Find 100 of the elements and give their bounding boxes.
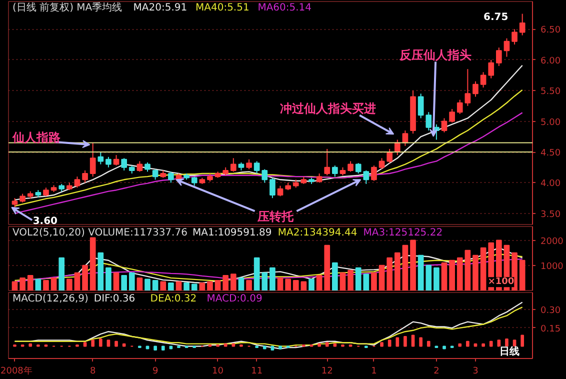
- candlestick: [480, 72, 486, 88]
- candlestick: [246, 158, 252, 170]
- bar: [50, 277, 57, 290]
- text: DEA:0.32: [150, 294, 197, 304]
- bar: [199, 282, 206, 290]
- bar: [82, 264, 88, 290]
- candlestick: [230, 158, 236, 172]
- text: MA3:125125.22: [363, 228, 443, 238]
- candlestick: [472, 80, 478, 98]
- x-tick-label: 9: [152, 366, 158, 376]
- candlestick: [82, 170, 88, 184]
- x-tick-label: 8: [90, 366, 96, 376]
- bar: [12, 281, 18, 290]
- bar: [224, 343, 228, 347]
- bar: [480, 247, 486, 290]
- bar: [160, 281, 166, 290]
- bar: [300, 281, 307, 290]
- annotation: 冲过仙人指头买进: [280, 102, 376, 116]
- bar: [35, 278, 42, 290]
- bar: [441, 262, 448, 290]
- candlestick: [121, 158, 127, 171]
- bar: [106, 340, 110, 347]
- y-tick-label: 3.50: [540, 210, 561, 220]
- candlestick: [152, 168, 158, 180]
- bar: [386, 257, 393, 290]
- bar: [277, 277, 284, 290]
- bar: [214, 280, 221, 290]
- bar: [388, 340, 392, 347]
- bar: [136, 277, 143, 290]
- x-tick-label: 11: [251, 366, 263, 376]
- text: MA20:5.91: [133, 2, 188, 14]
- y-tick-label: 0.15: [540, 324, 561, 334]
- bar: [191, 284, 198, 290]
- chart-title: MACD(12,26,9): [12, 294, 89, 304]
- bar: [83, 342, 87, 347]
- candlestick: [324, 148, 330, 176]
- bar: [458, 343, 462, 347]
- y-tick-label: 5.50: [540, 87, 561, 98]
- bar: [316, 274, 322, 290]
- bar: [144, 278, 150, 290]
- x-tick-label: 10: [212, 366, 224, 376]
- candlestick: [496, 47, 502, 67]
- bar: [232, 343, 236, 347]
- candlestick: [168, 171, 174, 184]
- candlestick: [191, 176, 198, 186]
- bar: [122, 343, 126, 347]
- bar: [98, 252, 104, 290]
- text: MA1:109591.89: [192, 228, 272, 238]
- bar: [27, 274, 34, 290]
- bar: [270, 346, 274, 350]
- bar: [154, 346, 157, 350]
- bar: [396, 337, 400, 347]
- bar: [184, 282, 190, 290]
- candlestick: [270, 177, 276, 199]
- bar: [98, 338, 102, 347]
- bar: [497, 340, 501, 347]
- candlestick: [512, 28, 518, 46]
- bar: [404, 336, 407, 347]
- y-tick-label: 5.00: [540, 118, 561, 128]
- bar: [482, 343, 485, 347]
- bar: [474, 343, 478, 347]
- bar: [121, 274, 127, 290]
- annotation: 日线: [499, 345, 520, 358]
- bar: [489, 340, 493, 347]
- annotation: 仙人指路: [12, 130, 62, 145]
- bar: [380, 342, 384, 347]
- bar: [348, 270, 354, 290]
- candlestick: [144, 162, 150, 172]
- bar: [324, 244, 330, 290]
- candlestick: [426, 112, 432, 132]
- candlestick: [98, 152, 104, 165]
- bar: [230, 274, 236, 290]
- x-tick-label: 1: [371, 366, 377, 376]
- bar: [456, 257, 463, 290]
- bar: [128, 272, 135, 290]
- bar: [246, 280, 252, 290]
- candlestick: [519, 13, 526, 36]
- bar: [418, 254, 424, 290]
- candlestick: [332, 165, 338, 178]
- bar: [333, 343, 337, 347]
- bar: [161, 346, 165, 350]
- bar: [332, 262, 338, 290]
- bar: [58, 257, 65, 290]
- x-tick-label: 3: [472, 366, 478, 376]
- bar: [426, 340, 430, 347]
- bar: [28, 343, 32, 347]
- bar: [308, 278, 314, 290]
- bar: [113, 272, 120, 290]
- bar: [472, 254, 478, 290]
- candlestick: [74, 176, 80, 188]
- bar: [176, 281, 182, 290]
- candlestick: [449, 108, 455, 124]
- candlestick: [277, 185, 284, 197]
- annotation: MACD:0.09: [206, 294, 262, 304]
- candlestick: [378, 158, 385, 170]
- y-tick-label: 1000: [540, 262, 564, 272]
- bar: [318, 343, 321, 347]
- chart-title: (日线 前复权) MA季均线: [12, 2, 122, 14]
- bar: [66, 278, 72, 290]
- candlestick: [254, 160, 260, 174]
